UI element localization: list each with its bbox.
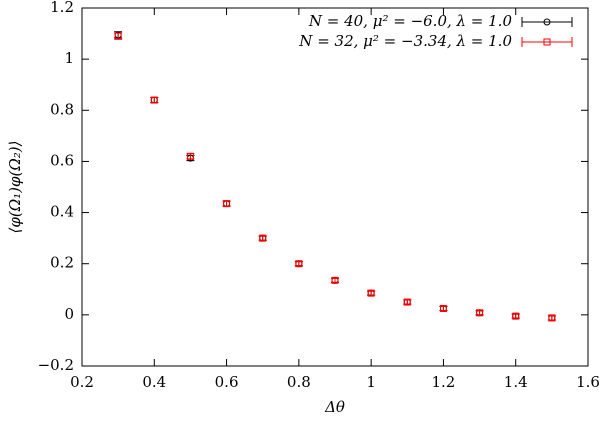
y-tick-label: 1.2	[50, 0, 74, 16]
x-tick-label: 1	[366, 373, 376, 391]
data-point	[114, 32, 122, 40]
legend-marker	[543, 38, 551, 46]
x-tick-label: 0.4	[142, 373, 166, 391]
x-tick-label: 1.6	[576, 373, 599, 391]
data-point	[512, 312, 520, 320]
y-tick-label: 0.6	[50, 151, 74, 169]
y-tick-label: 0.4	[50, 203, 74, 221]
legend-line	[521, 37, 573, 47]
x-tick-label: 1.2	[431, 373, 455, 391]
data-point	[295, 260, 303, 268]
legend-label: N = 40, μ² = −6.0, λ = 1.0	[308, 12, 513, 30]
data-point	[259, 234, 267, 242]
data-point	[548, 314, 556, 322]
legend-line	[521, 17, 573, 27]
y-axis-label: ⟨φ(Ω₁)φ(Ω₂)⟩	[6, 140, 24, 233]
data-point	[331, 276, 339, 284]
x-tick-label: 0.8	[287, 373, 311, 391]
data-point	[403, 298, 411, 306]
y-tick-label: −0.2	[38, 356, 74, 374]
data-point	[367, 289, 375, 297]
data-point	[186, 152, 194, 160]
x-tick-label: 0.2	[70, 373, 94, 391]
y-tick-label: 0	[64, 305, 74, 323]
data-point	[476, 309, 484, 317]
x-axis-label: Δθ	[324, 398, 345, 416]
y-tick-label: 1	[64, 49, 74, 67]
legend-label: N = 32, μ² = −3.34, λ = 1.0	[298, 32, 512, 50]
data-point	[439, 304, 447, 312]
x-tick-label: 1.4	[504, 373, 528, 391]
y-tick-label: 0.2	[50, 254, 74, 272]
y-tick-label: 0.8	[50, 100, 74, 118]
legend-marker	[543, 18, 551, 26]
x-tick-label: 0.6	[215, 373, 239, 391]
data-point	[150, 96, 158, 104]
data-point	[223, 200, 231, 208]
plot-frame	[81, 7, 589, 367]
